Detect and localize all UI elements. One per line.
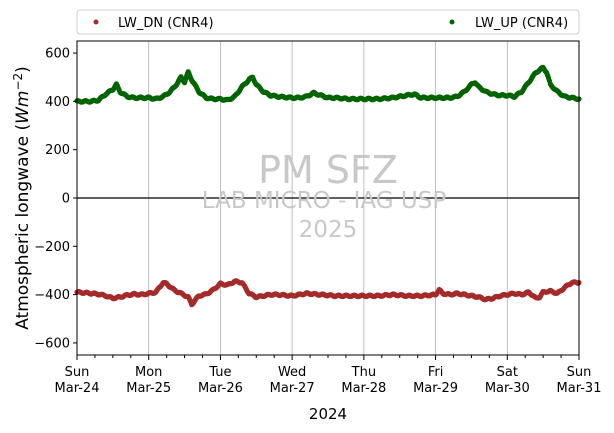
y-axis-label: Atmospheric longwave (Wm−2) xyxy=(11,66,33,330)
legend-label-lw-dn: LW_DN (CNR4) xyxy=(118,16,214,31)
y-tick-label: −200 xyxy=(34,240,70,255)
x-tick-date-label: Mar-28 xyxy=(341,381,386,396)
legend-marker-lw-up xyxy=(449,19,455,25)
x-tick-day-label: Sun xyxy=(567,365,592,380)
watermark-line2: 2025 xyxy=(299,217,358,243)
y-tick-label: 0 xyxy=(62,192,70,207)
x-tick-day-label: Thu xyxy=(351,365,376,380)
legend-box xyxy=(76,9,580,35)
x-tick-day-label: Sun xyxy=(65,365,90,380)
watermark: PM SFZ LAB MICRO - IAG USP 2025 xyxy=(202,148,447,243)
x-tick-day-label: Sat xyxy=(497,365,518,380)
x-axis-label: 2024 xyxy=(309,405,347,423)
x-tick-date-label: Mar-31 xyxy=(557,381,602,396)
x-tick-day-label: Wed xyxy=(278,365,306,380)
watermark-title: PM SFZ xyxy=(258,148,398,192)
x-tick-day-label: Mon xyxy=(135,365,162,380)
y-axis-ticks: −600 −400 −200 0 200 400 600 xyxy=(34,47,77,351)
x-tick-date-label: Mar-27 xyxy=(270,381,315,396)
y-tick-label: 600 xyxy=(45,47,70,62)
x-axis-ticks: SunMar-24MonMar-25TueMar-26WedMar-27ThuM… xyxy=(55,355,602,396)
x-tick-day-label: Tue xyxy=(208,365,231,380)
x-tick-date-label: Mar-29 xyxy=(413,381,458,396)
x-tick-day-label: Fri xyxy=(428,365,444,380)
x-tick-date-label: Mar-25 xyxy=(126,381,171,396)
watermark-line1: LAB MICRO - IAG USP xyxy=(202,188,447,214)
legend-marker-lw-dn xyxy=(93,19,99,25)
y-tick-label: 400 xyxy=(45,95,70,110)
x-tick-date-label: Mar-24 xyxy=(55,381,100,396)
legend-label-lw-up: LW_UP (CNR4) xyxy=(475,16,568,31)
data-points xyxy=(74,64,582,308)
y-tick-label: −400 xyxy=(34,288,70,303)
y-tick-label: −600 xyxy=(34,336,70,351)
legend: LW_DN (CNR4) LW_UP (CNR4) xyxy=(76,9,580,35)
x-tick-date-label: Mar-30 xyxy=(485,381,530,396)
x-tick-date-label: Mar-26 xyxy=(198,381,243,396)
y-tick-label: 200 xyxy=(45,143,70,158)
